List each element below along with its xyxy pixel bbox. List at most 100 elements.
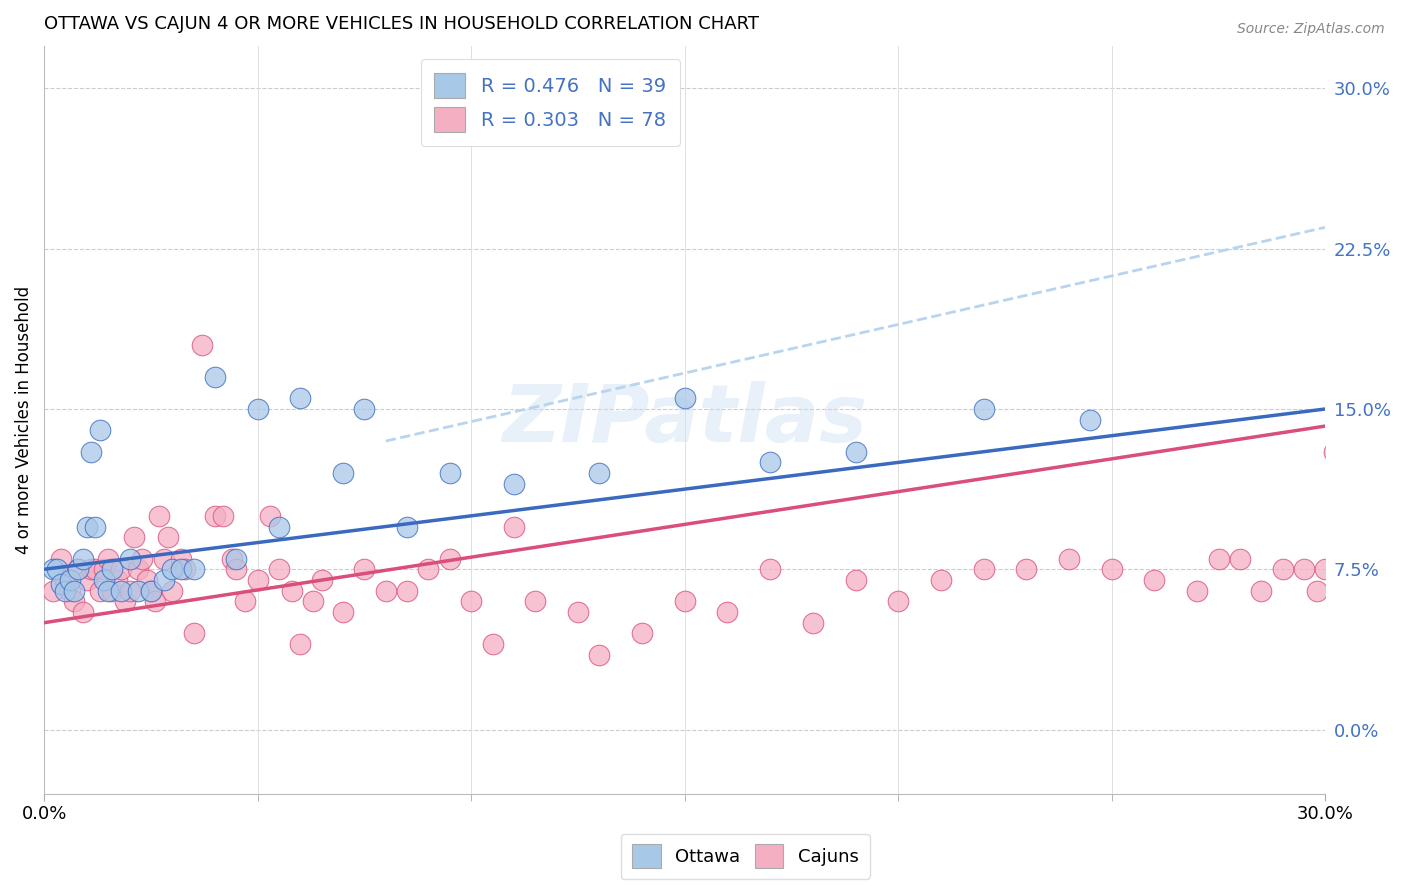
Point [118, 551, 141, 566]
Point [80, 444, 103, 458]
Point [1292, 562, 1315, 576]
Point [588, 466, 610, 480]
Point [110, 562, 132, 576]
Point [59, 583, 82, 598]
Point [290, 392, 312, 406]
Point [396, 519, 419, 533]
Point [59, 573, 82, 587]
Point [148, 508, 170, 523]
Point [55, 583, 77, 598]
Point [439, 466, 461, 480]
Point [76, 573, 98, 587]
Point [290, 637, 312, 651]
Point [63, 594, 86, 608]
Point [139, 583, 162, 598]
Point [1208, 551, 1230, 566]
Y-axis label: 4 or more Vehicles in Household: 4 or more Vehicles in Household [15, 285, 32, 554]
Point [502, 476, 524, 491]
Point [1057, 551, 1080, 566]
Point [174, 562, 197, 576]
Text: Source: ZipAtlas.com: Source: ZipAtlas.com [1237, 22, 1385, 37]
Point [567, 605, 589, 619]
Point [97, 551, 120, 566]
Point [51, 551, 73, 566]
Point [1306, 583, 1329, 598]
Point [51, 577, 73, 591]
Point [1315, 562, 1337, 576]
Point [588, 648, 610, 662]
Point [93, 562, 115, 576]
Point [481, 637, 503, 651]
Point [801, 615, 824, 630]
Point [127, 562, 149, 576]
Text: OTTAWA VS CAJUN 4 OR MORE VEHICLES IN HOUSEHOLD CORRELATION CHART: OTTAWA VS CAJUN 4 OR MORE VEHICLES IN HO… [44, 15, 759, 33]
Point [418, 562, 440, 576]
Point [93, 573, 115, 587]
Point [1271, 562, 1294, 576]
Point [152, 551, 174, 566]
Point [221, 551, 243, 566]
Point [67, 562, 90, 576]
Point [89, 583, 111, 598]
Point [929, 573, 952, 587]
Point [502, 519, 524, 533]
Point [1080, 412, 1102, 426]
Point [759, 455, 782, 469]
Point [101, 562, 124, 576]
Point [1250, 583, 1272, 598]
Point [673, 594, 696, 608]
Point [332, 605, 354, 619]
Point [353, 562, 375, 576]
Point [460, 594, 482, 608]
Point [76, 519, 98, 533]
Point [55, 573, 77, 587]
Point [281, 583, 304, 598]
Point [267, 562, 290, 576]
Point [80, 562, 103, 576]
Point [89, 423, 111, 437]
Point [139, 583, 162, 598]
Point [887, 594, 910, 608]
Point [716, 605, 738, 619]
Point [267, 519, 290, 533]
Point [1185, 583, 1208, 598]
Point [72, 551, 94, 566]
Point [246, 573, 269, 587]
Point [225, 562, 247, 576]
Point [212, 508, 235, 523]
Legend: Ottawa, Cajuns: Ottawa, Cajuns [621, 834, 869, 879]
Point [353, 402, 375, 417]
Point [1229, 551, 1251, 566]
Point [135, 573, 157, 587]
Text: ZIPatlas: ZIPatlas [502, 381, 868, 458]
Point [131, 551, 153, 566]
Point [183, 626, 205, 640]
Point [973, 562, 995, 576]
Point [101, 583, 124, 598]
Point [170, 562, 193, 576]
Point [152, 573, 174, 587]
Point [225, 551, 247, 566]
Point [396, 583, 419, 598]
Point [160, 562, 183, 576]
Point [844, 573, 866, 587]
Point [45, 562, 67, 576]
Point [204, 370, 226, 384]
Point [41, 583, 63, 598]
Point [973, 402, 995, 417]
Point [1015, 562, 1038, 576]
Point [41, 562, 63, 576]
Point [72, 605, 94, 619]
Point [759, 562, 782, 576]
Point [114, 594, 136, 608]
Point [127, 583, 149, 598]
Point [160, 583, 183, 598]
Point [246, 402, 269, 417]
Point [84, 519, 107, 533]
Point [302, 594, 325, 608]
Point [844, 444, 866, 458]
Point [1323, 444, 1346, 458]
Point [332, 466, 354, 480]
Point [110, 583, 132, 598]
Point [84, 562, 107, 576]
